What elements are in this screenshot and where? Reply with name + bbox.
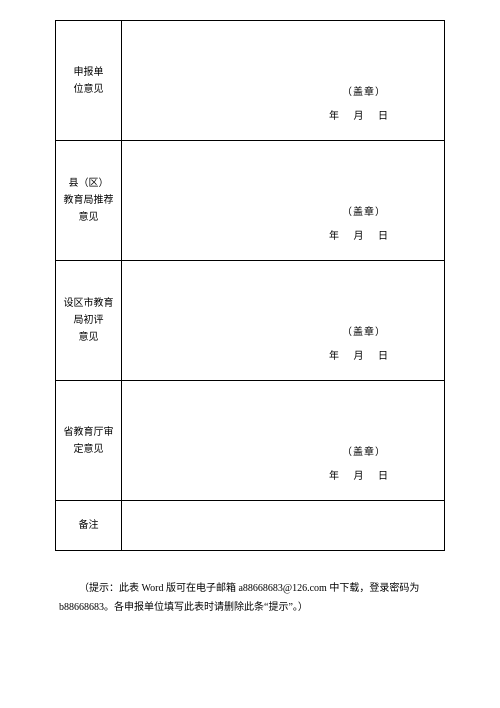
date-day-label: 日 xyxy=(378,471,388,482)
seal-text: （盖章） xyxy=(342,443,386,458)
table-row: 省教育厅审定意见 （盖章） 年 月 日 xyxy=(56,381,445,501)
row-label-remarks: 备注 xyxy=(56,501,122,551)
date-month-label: 月 xyxy=(354,111,364,122)
row-body: （盖章） 年 月 日 xyxy=(122,381,445,501)
date-line: 年 月 日 xyxy=(323,227,394,242)
row-body: （盖章） 年 月 日 xyxy=(122,261,445,381)
row-label-city-edu: 设区市教育局初评意见 xyxy=(56,261,122,381)
table-row: 县（区）教育局推荐意见 （盖章） 年 月 日 xyxy=(56,141,445,261)
date-day-label: 日 xyxy=(378,111,388,122)
date-line: 年 月 日 xyxy=(323,347,394,362)
table-row: 设区市教育局初评意见 （盖章） 年 月 日 xyxy=(56,261,445,381)
seal-text: （盖章） xyxy=(342,323,386,338)
row-label-county-edu: 县（区）教育局推荐意见 xyxy=(56,141,122,261)
table-row: 申报单位意见 （盖章） 年 月 日 xyxy=(56,21,445,141)
hint-paragraph: （提示：此表 Word 版可在电子邮箱 a88668683@126.com 中下… xyxy=(55,579,445,617)
date-year-label: 年 xyxy=(329,471,339,482)
row-body: （盖章） 年 月 日 xyxy=(122,141,445,261)
seal-text: （盖章） xyxy=(342,203,386,218)
date-month-label: 月 xyxy=(354,471,364,482)
table-row: 备注 xyxy=(56,501,445,551)
date-year-label: 年 xyxy=(329,351,339,362)
approval-form-table: 申报单位意见 （盖章） 年 月 日 县（区）教育局推荐意见 （盖章） 年 月 xyxy=(55,20,445,551)
page: 申报单位意见 （盖章） 年 月 日 县（区）教育局推荐意见 （盖章） 年 月 xyxy=(0,0,500,708)
date-line: 年 月 日 xyxy=(323,467,394,482)
row-label-applicant-unit: 申报单位意见 xyxy=(56,21,122,141)
row-body-remarks xyxy=(122,501,445,551)
row-label-provincial-edu: 省教育厅审定意见 xyxy=(56,381,122,501)
date-line: 年 月 日 xyxy=(323,107,394,122)
date-month-label: 月 xyxy=(354,351,364,362)
date-day-label: 日 xyxy=(378,351,388,362)
seal-text: （盖章） xyxy=(342,83,386,98)
date-day-label: 日 xyxy=(378,231,388,242)
date-month-label: 月 xyxy=(354,231,364,242)
date-year-label: 年 xyxy=(329,231,339,242)
row-body: （盖章） 年 月 日 xyxy=(122,21,445,141)
date-year-label: 年 xyxy=(329,111,339,122)
